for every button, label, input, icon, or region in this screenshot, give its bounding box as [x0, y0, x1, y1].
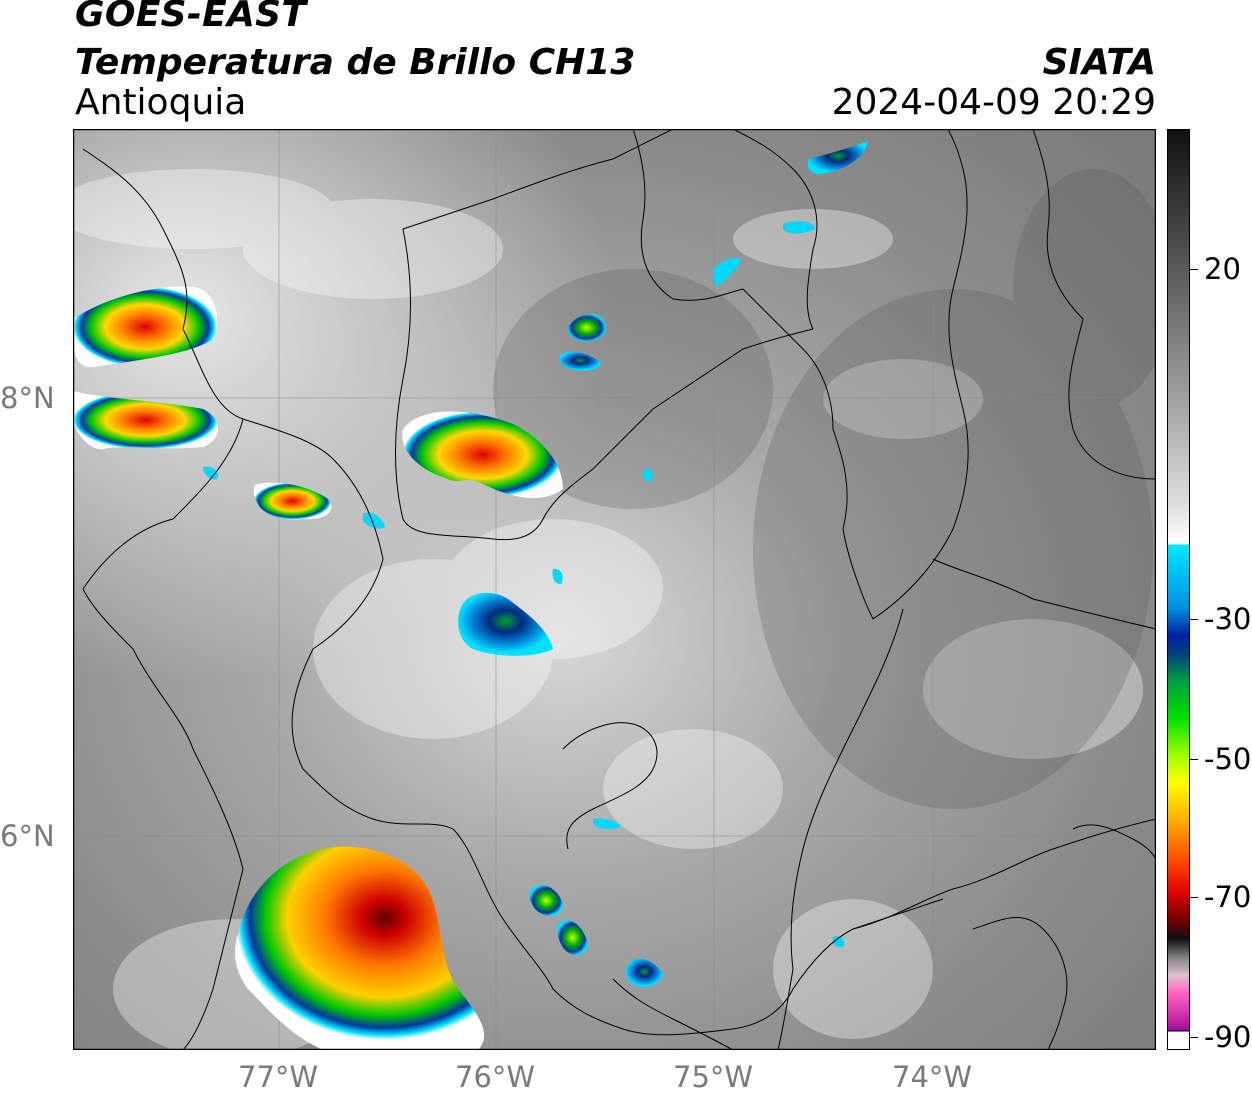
lon-label-76w: 76°W — [455, 1060, 536, 1094]
cyan-fleck-2 — [783, 221, 815, 234]
storm-nw-upper — [73, 286, 217, 368]
storm-small-n1 — [567, 314, 606, 342]
storm-small-ne — [807, 141, 868, 175]
colorbar-tick-minus50: -50 — [1204, 742, 1252, 776]
lat-label-8n: 8°N — [0, 381, 55, 415]
storm-small-s3 — [625, 958, 663, 988]
colorbar-tick-minus90: -90 — [1204, 1020, 1252, 1054]
cyan-fleck-6 — [832, 936, 845, 948]
title-datetime: 2024-04-09 20:29 — [831, 82, 1156, 123]
storm-small-s2 — [557, 920, 588, 956]
lon-label-75w: 75°W — [673, 1060, 754, 1094]
cyan-fleck-5 — [593, 818, 621, 830]
satellite-map — [73, 129, 1156, 1050]
storm-small-west — [253, 482, 332, 520]
title-region: Antioquia — [75, 82, 247, 123]
lon-label-74w: 74°W — [892, 1060, 973, 1094]
colorbar-tick-20: 20 — [1204, 252, 1241, 286]
storm-small-n2 — [559, 352, 601, 371]
storm-central-north — [402, 411, 563, 499]
darker-region — [493, 169, 1156, 809]
colorbar-tick-minus30: -30 — [1204, 602, 1252, 636]
storm-big-south — [235, 846, 485, 1050]
colorbar — [1167, 129, 1190, 1050]
colorbar-ticks — [1190, 129, 1200, 1050]
cyan-fleck-1 — [713, 257, 741, 287]
title-product: Temperatura de Brillo CH13 — [75, 42, 636, 83]
lon-label-77w: 77°W — [238, 1060, 319, 1094]
cyan-fleck-8 — [552, 568, 563, 585]
cold-cloud-tops — [73, 141, 868, 1050]
title-organization: SIATA — [1042, 42, 1156, 83]
cyan-fleck-7 — [203, 466, 219, 480]
colorbar-tick-minus70: -70 — [1204, 880, 1252, 914]
storm-small-s1 — [529, 884, 563, 916]
borders — [82, 129, 1156, 1050]
cyan-fleck-4 — [642, 468, 653, 482]
title-satellite: GOES-EAST — [75, 0, 307, 35]
storm-blue-center — [458, 592, 553, 656]
storm-nw-lower — [73, 391, 218, 450]
cyan-fleck-3 — [363, 512, 385, 529]
lat-label-6n: 6°N — [0, 819, 55, 853]
